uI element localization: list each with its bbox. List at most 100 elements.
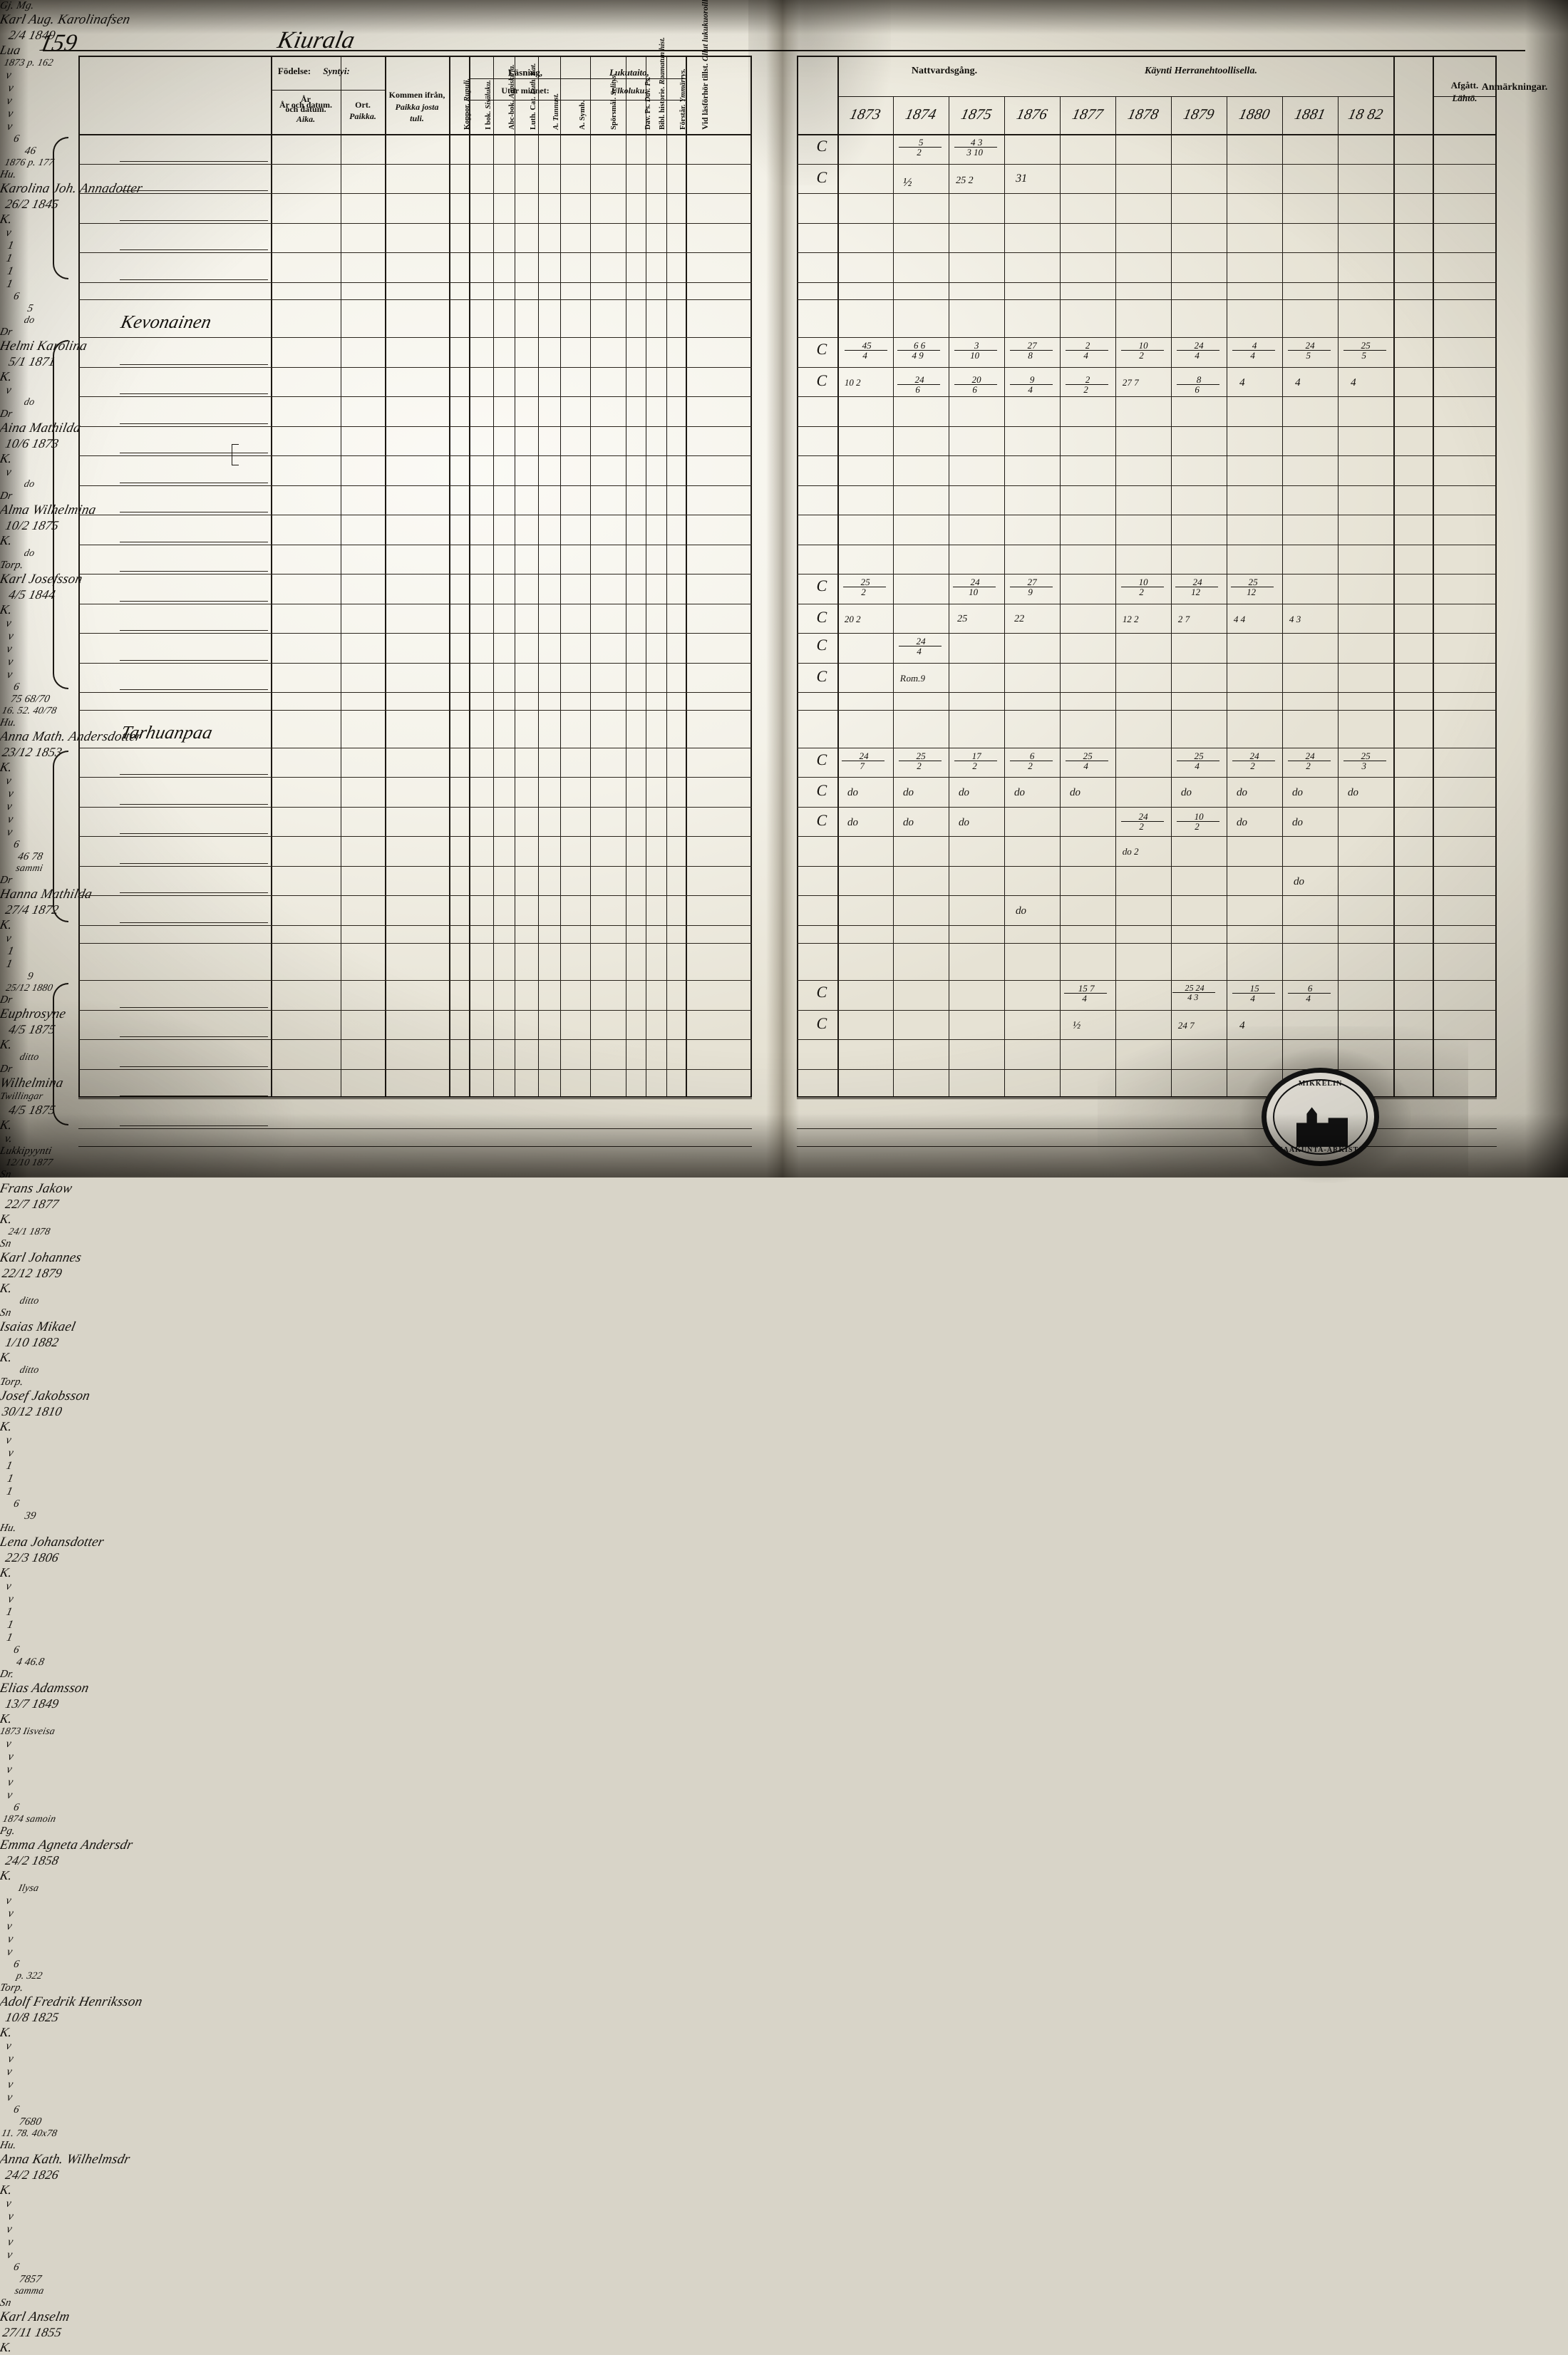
row-luth-cat: v bbox=[6, 813, 15, 825]
name-underline bbox=[120, 1036, 268, 1038]
header-communion-fi: Käynti Herranehtoollisella. bbox=[1145, 66, 1257, 76]
row-luth-cat: v bbox=[6, 108, 15, 120]
row-abc: v bbox=[5, 643, 14, 655]
communion-mark: 24 2 bbox=[1231, 751, 1277, 771]
row-rule-right bbox=[797, 222, 1497, 224]
header-abc: Abc-bok.Aapiskirja. bbox=[508, 64, 516, 130]
row-rule-right bbox=[797, 193, 1497, 194]
row-koppor: v bbox=[4, 466, 13, 478]
communion-mark: 10 2 bbox=[1120, 340, 1166, 361]
row-rule-left bbox=[78, 924, 752, 926]
row-attended: 9 bbox=[26, 971, 35, 982]
header-birth-year-fi: Aika. bbox=[296, 114, 316, 124]
row-departed: do bbox=[23, 548, 36, 559]
communion-mark: 25 bbox=[956, 613, 969, 624]
row-rule-left bbox=[78, 426, 752, 427]
header-birth-sv: Födelse: bbox=[277, 66, 311, 76]
row-rule-left bbox=[78, 396, 752, 398]
row-rule-right bbox=[797, 942, 1497, 944]
row-prefix: Sn bbox=[0, 1238, 13, 1249]
communion-mark: 24 4 bbox=[1175, 340, 1222, 361]
communion-mark: do bbox=[902, 816, 915, 828]
row-luth-cat: v bbox=[6, 1776, 15, 1788]
name-underline bbox=[120, 600, 268, 602]
communion-mark: 31 bbox=[1014, 172, 1028, 185]
header-communion-sv: Nattvardsgång. bbox=[911, 66, 978, 76]
header-departed-fi: Lähtö. bbox=[1452, 93, 1477, 103]
communion-mark: 10 2 bbox=[1175, 811, 1222, 832]
row-prefix: Torp. bbox=[0, 1376, 25, 1388]
row-name: Emma Agneta Andersdr bbox=[0, 1838, 135, 1852]
row-sporsmal: 6 bbox=[12, 2262, 21, 2273]
row-rule-right bbox=[797, 806, 1497, 808]
row-rule-left bbox=[78, 193, 752, 194]
row-birth-date: 22/12 1879 bbox=[1, 1266, 63, 1280]
top-rule bbox=[43, 50, 1525, 51]
row-name: Isaias Mikael bbox=[0, 1319, 77, 1334]
row-departed: 1874 samoin bbox=[1, 1814, 57, 1825]
row-rule-right bbox=[797, 396, 1497, 398]
header-luth-cat: Luth. Cat.Luth. Kat. bbox=[530, 63, 537, 130]
household-brace bbox=[53, 750, 68, 922]
row-luth-cat: 1 bbox=[6, 1619, 15, 1631]
row-luth-cat: v bbox=[6, 656, 15, 668]
house-title: Kevonainen bbox=[119, 311, 214, 333]
communion-mark: 3 10 bbox=[953, 340, 999, 361]
header-memory-fi: Ulkoluku: bbox=[611, 86, 648, 96]
name-underline bbox=[120, 833, 268, 835]
row-rule-left bbox=[78, 895, 752, 897]
row-prefix: Dr bbox=[0, 875, 14, 886]
communion-mark: do bbox=[1291, 816, 1304, 828]
row-came-from: Ilysa bbox=[17, 1883, 40, 1894]
communion-year-1874: 1874 bbox=[904, 105, 939, 123]
row-birth-place: K. bbox=[0, 1281, 14, 1295]
row-in-book: 1 bbox=[6, 945, 16, 957]
left-header-bottom bbox=[78, 134, 752, 135]
row-departed: ditto bbox=[19, 1052, 41, 1063]
row-abc: 1 bbox=[5, 1460, 14, 1472]
row-birth-date: 1/10 1882 bbox=[4, 1335, 61, 1349]
name-underline bbox=[120, 220, 268, 221]
household-brace bbox=[53, 137, 68, 279]
stamp-bottom-text: MAAKUNTA-ARKISTO bbox=[1276, 1146, 1365, 1154]
row-birth-place: K. bbox=[0, 2025, 14, 2039]
year-col-divider bbox=[1282, 96, 1283, 1098]
header-came-from-fi-1: Paikka josta bbox=[395, 102, 439, 112]
header-koppor: Koppor.Rupuli. bbox=[463, 78, 471, 130]
row-sporsmal: 6 bbox=[12, 133, 21, 145]
row-rule-left bbox=[78, 163, 752, 165]
row-sporsmal: 6 bbox=[12, 1959, 21, 1970]
header-in-book: I bok.Sisäluku. bbox=[485, 80, 492, 130]
row-rule-left bbox=[78, 662, 752, 664]
row-rule-left bbox=[78, 692, 752, 694]
name-underline bbox=[120, 1125, 268, 1126]
communion-mark: 25 4 bbox=[1175, 751, 1222, 771]
row-sporsmal: 6 bbox=[12, 2104, 21, 2116]
communion-mark: do bbox=[957, 816, 971, 828]
communion-year-1873: 1873 bbox=[848, 105, 883, 123]
row-rule-left bbox=[78, 777, 752, 778]
communion-mark: 15 4 bbox=[1231, 983, 1277, 1004]
row-a-tunnust: v bbox=[6, 2091, 14, 2103]
communion-mark: do bbox=[1013, 787, 1026, 799]
row-koppor: v bbox=[4, 1434, 13, 1446]
communion-mark: do bbox=[1068, 787, 1082, 799]
archive-stamp: MIKKELIN MAAKUNTA-ARKISTO bbox=[1262, 1068, 1379, 1166]
row-rule-right bbox=[797, 1128, 1497, 1129]
row-departed: do bbox=[23, 315, 36, 326]
row-birth-place: K. bbox=[0, 369, 14, 383]
row-name: Anna Kath. Wilhelmsdr bbox=[0, 2152, 132, 2167]
header-dav-ps: Dav. Ps.Dav. Ps. bbox=[644, 76, 652, 130]
communion-mark: 25 2 bbox=[954, 175, 974, 186]
row-in-book: v bbox=[6, 1447, 15, 1459]
row-rule-right bbox=[797, 1098, 1497, 1100]
row-rule-left bbox=[78, 485, 752, 486]
row-a-tunnust: v bbox=[6, 2249, 14, 2261]
header-birth-place-sv: Ort. bbox=[355, 100, 371, 110]
communion-mark: 25 2 bbox=[842, 577, 888, 597]
row-prefix: Torp. bbox=[0, 1982, 25, 1994]
row-departed: do bbox=[23, 397, 36, 408]
communion-mark: 24 4 bbox=[897, 636, 944, 656]
